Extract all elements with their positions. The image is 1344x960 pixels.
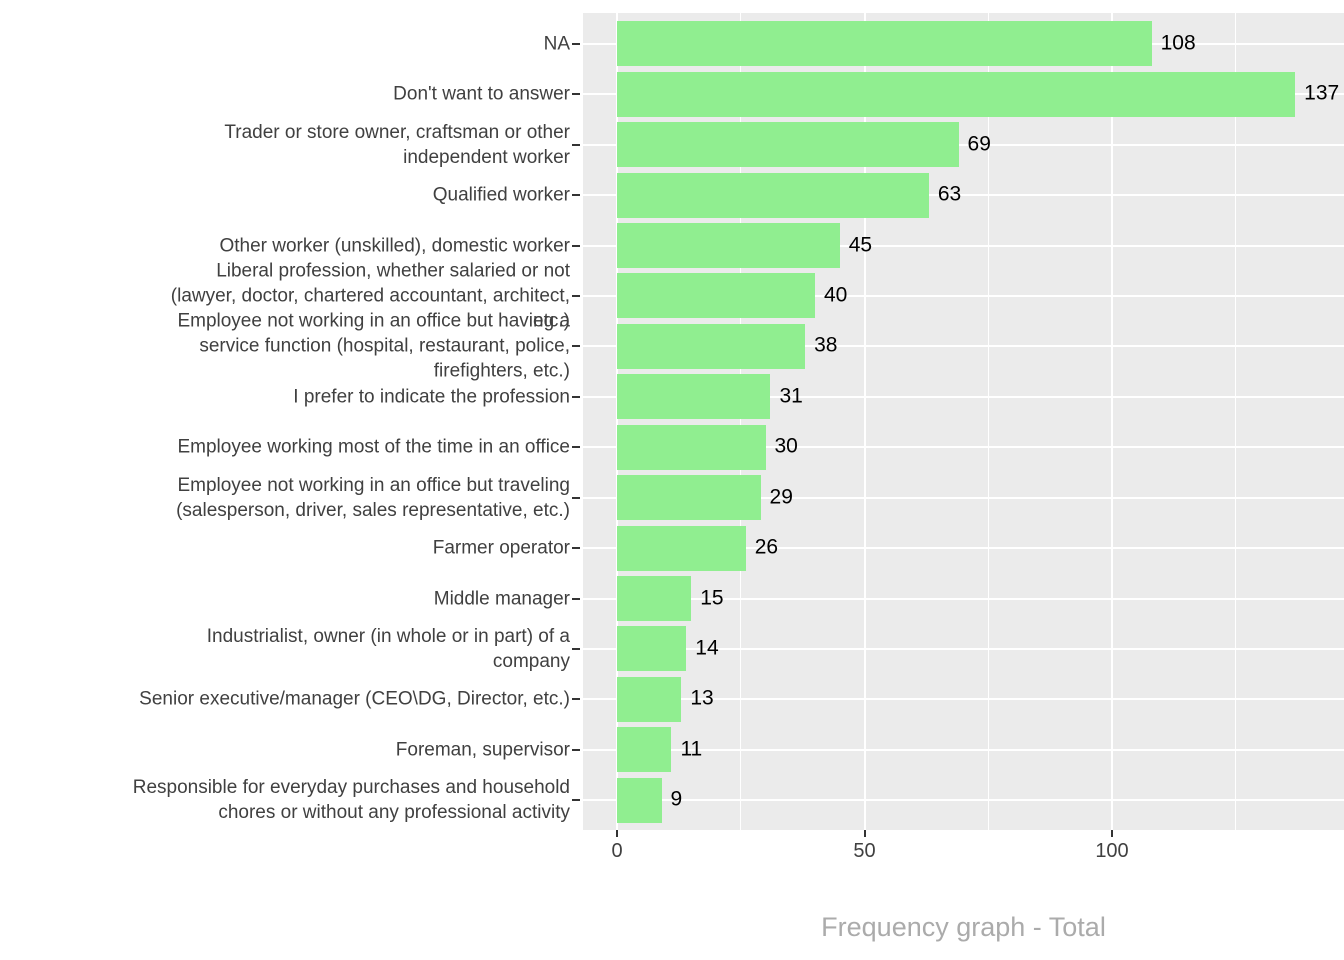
y-axis-tick: [572, 799, 580, 802]
bar: [617, 21, 1152, 67]
y-axis-category-label: Foreman, supervisor: [395, 739, 570, 761]
bar: [617, 273, 815, 319]
y-axis-tick: [572, 345, 580, 348]
y-axis-tick: [572, 496, 580, 499]
major-gridline: [583, 345, 1344, 348]
bar: [617, 475, 761, 521]
y-axis-tick: [572, 597, 580, 600]
major-gridline: [863, 13, 866, 830]
y-axis-category-label: Senior executive/manager (CEO\DG, Direct…: [139, 688, 570, 710]
y-axis-tick: [572, 143, 580, 146]
bar: [617, 525, 746, 571]
y-axis-tick: [572, 395, 580, 398]
x-axis-tick-label: 0: [611, 840, 623, 862]
major-gridline: [1111, 13, 1113, 830]
y-axis-tick: [572, 698, 580, 701]
bar-value-label: 30: [774, 434, 798, 458]
bar: [617, 71, 1296, 117]
bar: [617, 374, 771, 420]
bar-value-label: 38: [814, 333, 838, 357]
major-gridline: [616, 13, 618, 830]
major-gridline: [583, 446, 1344, 449]
bar: [617, 626, 687, 672]
y-axis-tick: [572, 547, 580, 550]
y-axis-category-label: Employee not working in an office but ha…: [177, 310, 570, 382]
x-axis-tick: [863, 830, 866, 837]
minor-gridline: [740, 13, 742, 830]
minor-gridline: [987, 13, 989, 830]
major-gridline: [583, 799, 1344, 802]
minor-gridline: [1235, 13, 1237, 830]
bar: [617, 576, 692, 622]
major-gridline: [583, 748, 1344, 751]
y-axis-category-label: Trader or store owner, craftsman or othe…: [224, 121, 570, 168]
major-gridline: [583, 496, 1344, 499]
y-axis-tick: [572, 194, 580, 197]
bar-value-label: 29: [769, 485, 793, 509]
major-gridline: [583, 547, 1344, 550]
y-axis-tick: [572, 244, 580, 247]
y-axis-tick: [572, 647, 580, 650]
y-axis-tick: [572, 93, 580, 96]
y-axis-category-label: Don't want to answer: [393, 83, 570, 105]
major-gridline: [583, 244, 1344, 247]
major-gridline: [583, 294, 1344, 297]
y-axis-category-label: I prefer to indicate the profession: [293, 386, 570, 408]
bar: [617, 777, 662, 823]
y-axis-category-label: Liberal profession, whether salaried or …: [170, 260, 570, 332]
y-axis-category-label: Responsible for everyday purchases and h…: [132, 777, 570, 824]
x-axis-tick: [616, 830, 618, 837]
bar: [617, 172, 929, 218]
bar: [617, 424, 766, 470]
bar: [617, 676, 682, 722]
bar-value-label: 31: [779, 384, 803, 408]
y-axis-category-label: NA: [543, 33, 570, 55]
y-axis-category-label: Other worker (unskilled), domestic worke…: [219, 235, 570, 257]
major-gridline: [583, 143, 1344, 146]
bar-value-label: 13: [690, 686, 714, 710]
x-axis-tick: [1111, 830, 1113, 837]
y-axis-tick: [572, 748, 580, 751]
plot-panel: 108 137 69 63 45 40 38 31 30 29 26 15 14 13 11 9: [583, 13, 1344, 830]
bar-value-label: 108: [1160, 31, 1196, 55]
x-axis-tick-label: 100: [1095, 840, 1129, 862]
major-gridline: [583, 194, 1344, 197]
y-axis-category-label: Employee not working in an office but tr…: [176, 474, 570, 521]
bar-value-label: 15: [700, 586, 724, 610]
bar: [617, 727, 672, 773]
y-axis-tick: [572, 42, 580, 45]
y-axis-category-label: Middle manager: [433, 588, 570, 610]
bar-value-label: 69: [967, 132, 991, 156]
y-axis-category-label: Employee working most of the time in an …: [177, 436, 570, 458]
y-axis-category-label: Qualified worker: [432, 184, 570, 206]
bar-value-label: 45: [848, 233, 873, 257]
x-axis-title: Frequency graph - Total: [821, 912, 1106, 942]
y-axis-category-label: Farmer operator: [432, 537, 570, 559]
major-gridline: [583, 395, 1344, 398]
bar-value-label: 63: [937, 182, 962, 206]
bar-value-label: 11: [680, 737, 703, 761]
bar: [617, 323, 806, 369]
x-axis-tick-label: 50: [853, 840, 876, 862]
bar: [617, 223, 840, 269]
major-gridline: [583, 597, 1344, 600]
bar-value-label: 26: [754, 535, 779, 559]
y-axis-category-label: Industrialist, owner (in whole or in par…: [206, 625, 570, 672]
y-axis-tick: [572, 446, 580, 449]
bar-value-label: 9: [670, 787, 683, 811]
bar-value-label: 137: [1304, 81, 1340, 105]
bar: [617, 122, 959, 168]
bar-value-label: 40: [824, 283, 848, 307]
y-axis-tick: [572, 294, 580, 297]
bar-value-label: 14: [695, 636, 719, 660]
major-gridline: [583, 647, 1344, 650]
major-gridline: [583, 698, 1344, 701]
